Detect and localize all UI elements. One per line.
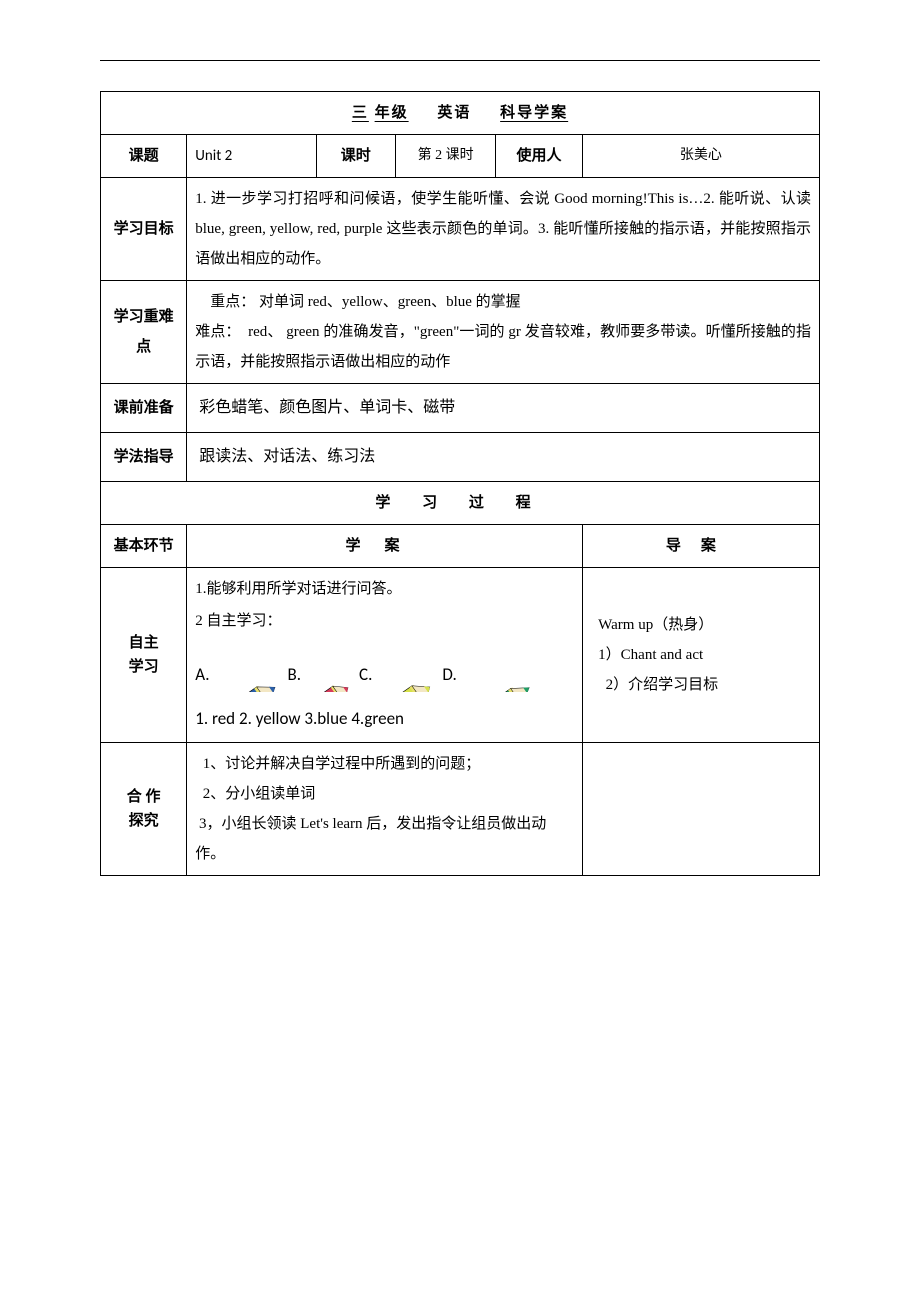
- process-title: 学 习 过 程: [101, 482, 820, 525]
- self-study-guide: Warm up（热身） 1）Chant and act 2）介绍学习目标: [582, 568, 819, 743]
- segment-label: 基本环节: [101, 525, 187, 568]
- crayon-item: A.: [195, 644, 281, 692]
- document-title: 三 年级 英语 科导学案: [101, 92, 820, 135]
- crayon-item: C.: [359, 642, 436, 692]
- self-study-label-1: 自主: [129, 635, 159, 651]
- coop-label-2: 探究: [129, 813, 159, 829]
- guide-line2: 1）Chant and act: [598, 647, 703, 663]
- crayon-icon: [374, 642, 436, 692]
- crayon-letter: D.: [442, 658, 456, 692]
- diff-label: 难点：: [195, 324, 240, 340]
- self-study-line2: 2 自主学习：: [195, 606, 573, 636]
- plan-column-label: 学案: [187, 525, 582, 568]
- self-study-content: 1.能够利用所学对话进行问答。 2 自主学习： A. B. C. D. 1. red …: [187, 568, 582, 743]
- user-value: 张美心: [582, 135, 819, 178]
- focus-text: 对单词 red、yellow、green、blue 的掌握: [259, 294, 521, 310]
- coop-line2: 2、分小组读单词: [203, 786, 316, 802]
- coop-line1: 1、讨论并解决自学过程中所遇到的问题；: [203, 756, 481, 772]
- page: 三 年级 英语 科导学案 课题 Unit 2 课时 第 2 课时 使用人 张美心…: [0, 0, 920, 916]
- objectives-text: 1. 进一步学习打招呼和问候语，使学生能听懂、会说 Good morning!T…: [187, 178, 820, 281]
- subject: 英语: [437, 105, 471, 121]
- prep-label: 课前准备: [101, 384, 187, 433]
- crayon-letter: B.: [288, 658, 302, 692]
- grade-underline: 三: [352, 105, 369, 121]
- crayon-row: A. B. C. D.: [195, 642, 573, 692]
- topic-label: 课题: [101, 135, 187, 178]
- top-rule: [100, 60, 820, 61]
- self-study-answers: 1. red 2. yellow 3.blue 4.green: [195, 702, 573, 736]
- guide-column-label: 导案: [582, 525, 819, 568]
- crayon-item: B.: [288, 648, 354, 692]
- diff-text: red、 green 的准确发音，"green"一词的 gr 发音较难，教师要多…: [195, 324, 811, 370]
- crayon-icon: [459, 648, 537, 692]
- prep-text: 彩色蜡笔、颜色图片、单词卡、磁带: [187, 384, 820, 433]
- lesson-plan-table: 三 年级 英语 科导学案 课题 Unit 2 课时 第 2 课时 使用人 张美心…: [100, 91, 820, 876]
- coop-content: 1、讨论并解决自学过程中所遇到的问题； 2、分小组读单词 3，小组长领读 Let…: [187, 743, 582, 876]
- user-label: 使用人: [496, 135, 582, 178]
- method-text: 跟读法、对话法、练习法: [187, 433, 820, 482]
- coop-label: 合 作 探究: [101, 743, 187, 876]
- self-study-label: 自主 学习: [101, 568, 187, 743]
- self-study-label-2: 学习: [129, 659, 159, 675]
- objectives-label: 学习目标: [101, 178, 187, 281]
- self-study-line1: 1.能够利用所学对话进行问答。: [195, 574, 573, 604]
- keypoints-label: 学习重难点: [101, 281, 187, 384]
- keypoints-text: 重点： 对单词 red、yellow、green、blue 的掌握 难点： re…: [187, 281, 820, 384]
- topic-value: Unit 2: [187, 135, 316, 178]
- crayon-icon: [303, 648, 353, 692]
- guide-line1: Warm up（热身）: [598, 617, 713, 633]
- coop-line3: 3，小组长领读 Let's learn 后，发出指令让组员做出动作。: [195, 816, 546, 862]
- method-label: 学法指导: [101, 433, 187, 482]
- crayon-letter: C.: [359, 658, 372, 692]
- coop-label-1: 合 作: [127, 789, 161, 805]
- period-label: 课时: [316, 135, 395, 178]
- coop-guide-empty: [582, 743, 819, 876]
- grade-suffix: 年级: [375, 105, 409, 121]
- focus-label: 重点：: [210, 294, 255, 310]
- crayon-letter: A.: [195, 658, 209, 692]
- guide-line3: 2）介绍学习目标: [606, 677, 719, 693]
- doc-type: 科导学案: [500, 105, 568, 121]
- crayon-icon: [212, 644, 282, 692]
- period-value: 第 2 课时: [395, 135, 496, 178]
- crayon-item: D.: [442, 648, 536, 692]
